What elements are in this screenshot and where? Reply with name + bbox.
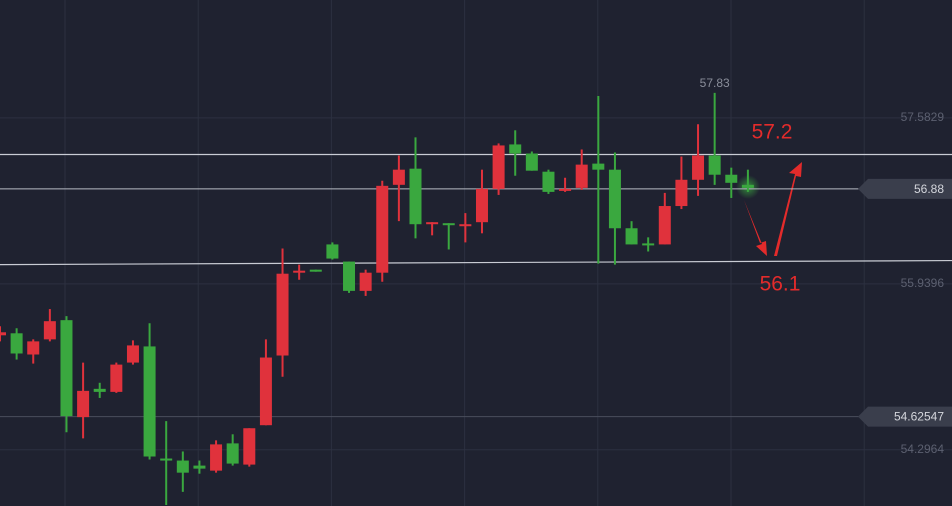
candle-body — [176, 460, 189, 473]
candle-body — [625, 228, 638, 245]
candle-body — [210, 444, 223, 471]
candle-body — [243, 428, 256, 465]
candle-body — [442, 223, 455, 226]
candle-body — [259, 357, 272, 426]
candle-body — [110, 364, 123, 392]
candle-body — [193, 465, 206, 469]
candle-body — [10, 333, 23, 354]
price-tag-label: 56.88 — [914, 182, 944, 196]
candle-body — [326, 244, 339, 259]
candle-body — [642, 243, 655, 246]
arrow-down — [744, 200, 767, 256]
candle-body — [692, 155, 705, 180]
candle-body — [343, 261, 356, 291]
annotation: 57.2 — [752, 121, 793, 144]
candle-body — [43, 321, 56, 340]
price-tag — [858, 406, 952, 427]
candle-body — [725, 174, 738, 183]
candle-body — [143, 346, 156, 457]
candle-body — [608, 169, 621, 229]
candle-body — [126, 345, 139, 363]
candle-body — [575, 164, 588, 188]
candle-body — [376, 185, 389, 273]
y-tick-label: 55.9396 — [901, 276, 945, 290]
candle-body — [27, 341, 40, 355]
candle-body — [0, 332, 6, 336]
candle-body — [309, 269, 322, 272]
y-tick-label: 57.5829 — [901, 110, 945, 124]
candle-body — [293, 270, 306, 273]
candle-body — [475, 188, 488, 223]
candle-body — [708, 155, 721, 175]
candle-body — [160, 458, 173, 461]
candle-body — [276, 273, 289, 356]
price-tag-label: 54.62547 — [894, 410, 944, 424]
candle-body — [525, 153, 538, 171]
candle-body — [77, 390, 90, 418]
candle-body — [542, 171, 555, 192]
candle-body — [359, 272, 372, 291]
candle-body — [492, 145, 505, 189]
y-tick-label: 54.2964 — [901, 442, 945, 456]
price-tag — [858, 178, 952, 199]
candle-body — [658, 206, 671, 245]
candle-body — [93, 388, 106, 392]
candle-body — [392, 169, 405, 185]
candle-body — [559, 188, 572, 191]
candle-body — [226, 443, 239, 464]
arrow-up — [774, 162, 802, 256]
trend-line — [0, 259, 952, 266]
candle-body — [426, 222, 439, 225]
candle-body — [675, 179, 688, 207]
candle-body — [459, 224, 472, 227]
candle-body — [60, 320, 73, 417]
annotation: 56.1 — [760, 273, 801, 296]
candle-body — [741, 184, 754, 188]
max-label: 57.83 — [700, 76, 730, 90]
candle-body — [509, 144, 522, 154]
candle-body — [592, 163, 605, 170]
candle-body — [409, 168, 422, 225]
